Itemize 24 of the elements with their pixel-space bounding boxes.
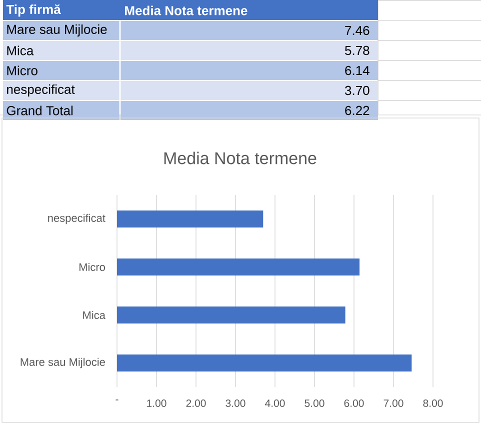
x-tick-label: 6.00 [344, 400, 364, 407]
category-label: nespecificat [7, 84, 75, 97]
x-tick-label: 3.00 [226, 400, 246, 407]
x-tick-label: 1.00 [147, 400, 166, 407]
x-tick-label: 2.00 [186, 400, 206, 407]
y-tick-label: Micro [79, 262, 105, 272]
x-tick-label: 8.00 [423, 400, 443, 407]
text: 5.78 [345, 46, 370, 56]
text: 7.46 [345, 26, 370, 36]
text: 6.22 [345, 106, 370, 116]
y-tick-label: Mica [83, 310, 106, 320]
category-label: Mica [7, 46, 34, 56]
text: 6.14 [345, 66, 370, 76]
y-tick-label: nespecificat [48, 214, 106, 224]
text: Media Nota termene [125, 6, 248, 16]
text: Tip firmă [6, 4, 61, 17]
y-tick-label: Mare sau Mijlocie [20, 358, 105, 368]
x-tick-label: 7.00 [384, 400, 404, 407]
text: 3.70 [345, 86, 370, 96]
x-tick-label: 4.00 [265, 400, 285, 407]
category-label: Micro [7, 66, 38, 76]
chart-title: Media Nota termene [164, 152, 316, 164]
x-tick-label: 5.00 [304, 400, 324, 407]
text: Grand Total [6, 106, 73, 116]
